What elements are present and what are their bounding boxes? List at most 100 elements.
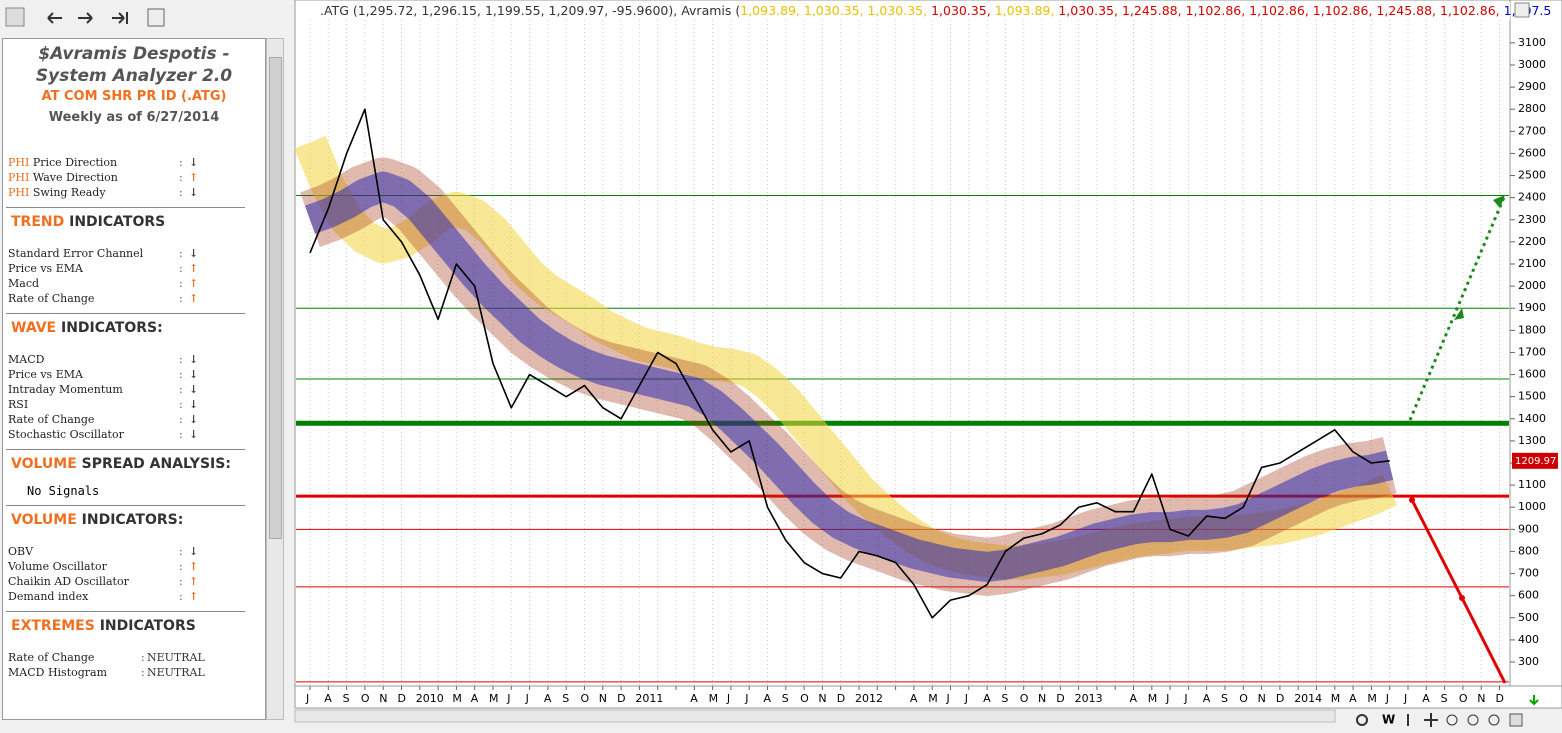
signal: ↑: [189, 171, 199, 184]
print-button[interactable]: [5, 7, 25, 27]
time-scrollbar[interactable]: [294, 709, 1336, 723]
forward-button[interactable]: [78, 12, 93, 24]
refresh-button[interactable]: [147, 8, 165, 27]
x-tick-label: S: [1001, 692, 1008, 705]
x-tick-label: M: [489, 692, 499, 705]
separator: :: [179, 398, 183, 411]
y-tick-label: 2300: [1518, 213, 1546, 226]
panel-scrollbar[interactable]: [266, 38, 284, 720]
y-tick-label: 1700: [1518, 345, 1546, 358]
end-button[interactable]: [112, 12, 128, 24]
signal: ↑: [189, 262, 199, 275]
y-tick-label: 1800: [1518, 323, 1546, 336]
indicator-label: Volume Oscillator: [8, 560, 107, 573]
y-tick-label: 600: [1518, 589, 1539, 602]
separator: :: [179, 545, 183, 558]
x-tick-label: A: [910, 692, 918, 705]
period-button[interactable]: W: [1382, 713, 1395, 727]
signal: ↓: [189, 368, 199, 381]
y-tick-label: 2800: [1518, 102, 1546, 115]
indicator-row: RSI: ↓: [3, 397, 265, 412]
section-rest: INDICATORS:: [81, 512, 184, 528]
download-button[interactable]: [1529, 695, 1539, 706]
projection-down: [1410, 499, 1507, 684]
scroll-thumb[interactable]: [269, 57, 282, 539]
x-tick-label: A: [764, 692, 772, 705]
indicator-row: Price vs EMA: ↑: [3, 261, 265, 276]
pan-button[interactable]: [1407, 713, 1438, 727]
projection-node: [1409, 497, 1415, 503]
y-tick-label: 2700: [1518, 124, 1546, 137]
x-tick-label: A: [1349, 692, 1357, 705]
x-tick-label: J: [525, 692, 529, 705]
arrow-head: [1454, 195, 1505, 320]
indicator-row: Volume Oscillator: ↑: [3, 559, 265, 574]
signal: NEUTRAL: [147, 666, 205, 679]
x-tick-label: A: [690, 692, 698, 705]
indicator-label: Rate of Change: [8, 651, 95, 664]
x-tick-label: A: [324, 692, 332, 705]
y-tick-label: 1300: [1518, 434, 1546, 447]
section-rest: INDICATORS: [69, 214, 166, 230]
indicator-label: Chaikin AD Oscillator: [8, 575, 129, 588]
legend-segment: Avramis (: [677, 3, 740, 18]
section-note: No Signals: [27, 484, 100, 498]
indicator-label: Demand index: [8, 590, 89, 603]
settings-button[interactable]: [1509, 713, 1523, 727]
separator: :: [179, 171, 183, 184]
separator: :: [179, 262, 183, 275]
separator: :: [179, 560, 183, 573]
indicator-row: PHI Price Direction: ↓: [3, 155, 265, 170]
sync-button[interactable]: [1356, 714, 1368, 726]
x-tick-label: D: [837, 692, 845, 705]
indicator-row: OBV: ↓: [3, 544, 265, 559]
section-accent: WAVE: [11, 320, 57, 336]
indicator-label: Price Direction: [32, 156, 118, 169]
x-tick-label: M: [1148, 692, 1158, 705]
section-accent: VOLUME: [11, 512, 77, 528]
close-button[interactable]: [1514, 2, 1530, 18]
zoom-out-button[interactable]: [1446, 714, 1458, 726]
x-tick-label: S: [1441, 692, 1448, 705]
x-tick-label: D: [617, 692, 625, 705]
section-header: WAVE INDICATORS:: [6, 313, 245, 336]
y-axis-area: [1509, 0, 1562, 687]
separator: :: [179, 292, 183, 305]
x-tick-label: J: [506, 692, 510, 705]
x-tick-label: 2012: [855, 692, 883, 705]
indicator-row: MACD Histogram: NEUTRAL: [3, 665, 265, 680]
x-tick-label: J: [1403, 692, 1407, 705]
legend-segment: 1,207.5: [1500, 3, 1552, 18]
indicator-row: Rate of Change: ↑: [3, 291, 265, 306]
plot-area: [294, 0, 1511, 687]
series-line: [294, 135, 1398, 580]
x-tick-label: O: [581, 692, 590, 705]
signal: ↓: [189, 353, 199, 366]
x-tick-label: A: [983, 692, 991, 705]
indicator-label: Intraday Momentum: [8, 383, 123, 396]
zoom-in-button[interactable]: [1467, 714, 1479, 726]
x-tick-label: N: [1038, 692, 1046, 705]
legend-segment: 1,093.89,: [991, 3, 1055, 18]
back-button[interactable]: [47, 12, 62, 24]
x-tick-label: J: [305, 692, 309, 705]
section-header: EXTREMES INDICATORS: [6, 611, 245, 634]
y-tick-label: 3100: [1518, 36, 1546, 49]
y-tick-label: 1600: [1518, 368, 1546, 381]
separator: :: [179, 575, 183, 588]
legend-bg: [300, 2, 1510, 20]
signal: ↓: [189, 413, 199, 426]
indicator-label: Wave Direction: [32, 171, 118, 184]
x-tick-label: S: [782, 692, 789, 705]
x-tick-label: A: [471, 692, 479, 705]
x-tick-label: A: [1422, 692, 1430, 705]
y-tick-label: 1900: [1518, 301, 1546, 314]
y-tick-label: 3000: [1518, 58, 1546, 71]
x-tick-label: M: [1331, 692, 1341, 705]
projection-node: [1459, 595, 1465, 601]
signal: ↓: [189, 247, 199, 260]
y-tick-label: 2600: [1518, 146, 1546, 159]
reset-button[interactable]: [1488, 714, 1500, 726]
row-prefix: PHI: [8, 186, 30, 199]
